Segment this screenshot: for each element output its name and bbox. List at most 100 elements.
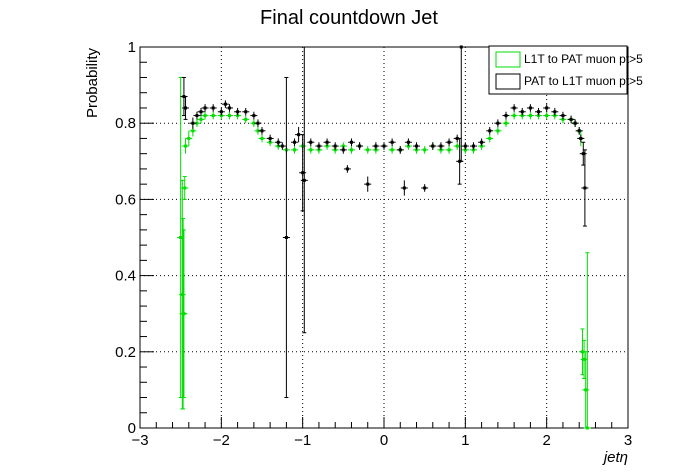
data-point: [347, 146, 355, 154]
data-point: [291, 138, 299, 147]
point-marker: [199, 117, 203, 121]
point-marker: [402, 186, 406, 190]
point-marker: [179, 236, 183, 239]
point-marker: [528, 106, 532, 110]
data-point: [291, 146, 299, 154]
x-tick-label: 1: [461, 432, 469, 449]
data-point: [181, 176, 189, 200]
point-marker: [203, 106, 207, 110]
data-point: [180, 229, 188, 399]
point-marker: [195, 121, 199, 125]
point-marker: [260, 129, 264, 133]
point-marker: [309, 140, 313, 144]
data-point: [331, 142, 339, 150]
data-point: [242, 115, 250, 124]
data-point: [437, 142, 445, 150]
point-marker: [463, 144, 467, 148]
point-marker: [183, 186, 187, 190]
data-point: [400, 180, 408, 196]
data-point: [457, 45, 465, 162]
data-point: [380, 142, 388, 150]
point-marker: [302, 178, 306, 182]
legend: L1T to PAT muon pt>5 PAT to L1T muon pt>…: [488, 45, 643, 95]
data-point: [274, 138, 282, 147]
data-point: [364, 176, 372, 192]
data-point: [577, 134, 585, 143]
x-tick-label: 2: [542, 432, 550, 449]
data-point: [278, 142, 286, 150]
point-marker: [569, 117, 573, 121]
data-point: [404, 138, 412, 147]
data-point: [193, 111, 201, 120]
point-marker: [223, 102, 227, 106]
point-marker: [374, 144, 378, 148]
point-marker: [195, 114, 199, 118]
point-marker: [471, 144, 475, 148]
legend-swatch-pat-to-l1t: [495, 73, 521, 90]
point-marker: [390, 140, 394, 144]
point-marker: [439, 144, 443, 148]
point-marker: [244, 117, 248, 121]
data-point: [282, 76, 290, 399]
point-marker: [182, 312, 186, 316]
point-marker: [537, 110, 541, 114]
data-point: [510, 111, 518, 120]
data-point: [307, 138, 315, 147]
data-point: [421, 146, 429, 154]
point-marker: [512, 114, 516, 118]
data-point: [258, 134, 266, 143]
point-marker: [309, 148, 313, 152]
point-marker: [583, 186, 587, 190]
point-marker: [512, 106, 516, 110]
chart-title: Final countdown Jet: [260, 7, 438, 29]
point-marker: [431, 144, 435, 148]
point-marker: [268, 136, 272, 140]
data-point: [225, 111, 233, 120]
point-marker: [398, 148, 402, 152]
point-marker: [584, 388, 588, 392]
data-point: [323, 138, 331, 147]
data-point: [300, 46, 308, 334]
data-point: [201, 111, 209, 120]
data-point: [182, 96, 190, 120]
point-marker: [545, 106, 549, 110]
data-point: [315, 142, 323, 150]
point-marker: [553, 110, 557, 114]
point-marker: [187, 136, 191, 140]
point-marker: [480, 140, 484, 144]
data-point: [266, 134, 274, 143]
data-point: [445, 146, 453, 154]
data-point: [502, 111, 510, 120]
data-point: [494, 119, 502, 128]
point-marker: [333, 144, 337, 148]
data-point: [234, 107, 242, 116]
data-point: [217, 107, 225, 116]
data-point: [388, 138, 396, 147]
point-marker: [293, 148, 297, 152]
point-marker: [455, 144, 459, 148]
point-marker: [504, 121, 508, 125]
data-point: [209, 111, 217, 120]
point-marker: [496, 129, 500, 133]
point-marker: [382, 144, 386, 148]
point-marker: [227, 114, 231, 118]
point-marker: [579, 136, 583, 140]
point-marker: [573, 121, 577, 125]
data-point: [221, 100, 229, 108]
point-marker: [447, 148, 451, 152]
y-tick-label: 0.6: [115, 191, 136, 208]
point-marker: [184, 144, 188, 148]
data-point: [225, 104, 233, 112]
x-tick-label: −2: [213, 432, 230, 449]
point-marker: [528, 114, 532, 118]
data-point: [254, 119, 262, 128]
point-marker: [317, 144, 321, 148]
legend-label-pat-to-l1t: PAT to L1T muon pt>5: [524, 74, 643, 88]
point-marker: [191, 129, 195, 133]
data-point: [388, 146, 396, 154]
point-marker: [252, 121, 256, 125]
data-point: [189, 117, 197, 129]
y-tick-label: 0.8: [115, 115, 136, 132]
point-marker: [580, 350, 584, 354]
point-marker: [349, 140, 353, 144]
